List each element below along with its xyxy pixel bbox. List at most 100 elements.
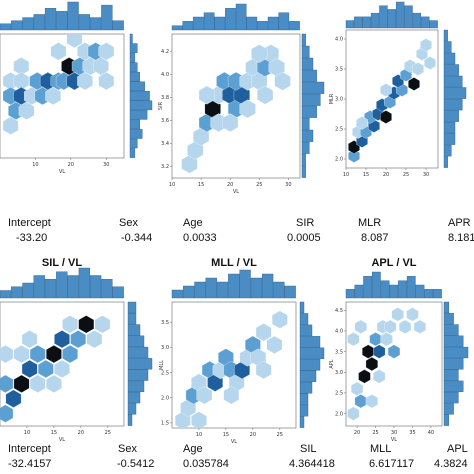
panel-sir-vl-top-left: 10 20 30 VL	[0, 1, 153, 175]
hexbin-cell	[98, 42, 115, 61]
right-histogram-bar	[129, 110, 148, 120]
top-histogram-bar	[182, 21, 194, 31]
right-histogram-bar	[301, 93, 321, 106]
hexbin-cell	[347, 332, 360, 347]
hexbin-cell	[255, 323, 272, 342]
right-histogram-bar	[127, 313, 137, 325]
top-histogram-bar	[421, 16, 430, 29]
right-histogram-bar	[301, 117, 310, 130]
y-axis-label: MLR	[329, 93, 335, 104]
coef-value: -32.4157	[8, 458, 51, 470]
y-tick-label: 3.0	[335, 370, 343, 376]
hexbin-cell	[45, 86, 61, 106]
hexbin-cell	[365, 356, 378, 372]
right-histogram-bar	[443, 144, 452, 157]
hexbin-cell	[257, 85, 274, 105]
plot-frame	[0, 33, 125, 159]
right-histogram-bar	[127, 414, 133, 426]
right-histogram-bar	[443, 369, 459, 381]
hexbin-cell	[387, 344, 401, 359]
hexbin-cell	[347, 406, 360, 421]
top-histogram-bar	[406, 276, 416, 299]
right-histogram-bar	[127, 335, 145, 347]
right-histogram-bar	[301, 81, 325, 94]
hexbin-cell	[255, 361, 272, 380]
right-histogram-bar	[443, 403, 454, 415]
x-tick-label: 25	[105, 430, 111, 436]
hexbin-cell	[18, 101, 35, 120]
top-histogram-bar	[387, 9, 396, 29]
right-histogram-bar	[299, 336, 321, 348]
coef-value: 8.181	[448, 232, 474, 244]
hexbin-cell	[2, 116, 19, 135]
right-histogram-bar	[301, 57, 314, 70]
hexbin-cell	[94, 315, 111, 334]
hexbin-cell	[93, 57, 109, 76]
top-histogram-bar	[267, 16, 279, 31]
y-tick-label: 2.0	[161, 395, 169, 401]
x-tick-label: 15	[363, 172, 369, 178]
panel-sir-vl-top-middle: 10 15 20 25 30 3.2 3.4 3.6 3.8 4.0 4.2 VL SIR	[158, 3, 325, 195]
top-histogram-bar	[289, 21, 300, 31]
panel-sil-vl: SIL / VL 10 15 20 25 VL	[0, 257, 153, 443]
right-histogram-bar	[127, 391, 141, 404]
right-histogram-bar	[301, 105, 317, 118]
hexbin-cell	[46, 345, 62, 364]
top-histogram-bar	[44, 8, 57, 31]
x-tick-label: 10	[343, 172, 349, 178]
coef-name: MLL	[370, 443, 391, 455]
y-tick-label: 3.5	[335, 67, 343, 73]
hexbin-cell	[46, 374, 62, 393]
hexbin-cell	[223, 386, 240, 405]
panel-title: MLL / VL	[211, 257, 257, 269]
right-histogram-bar	[129, 81, 145, 92]
top-histogram-bar	[257, 21, 268, 31]
y-tick-label: 3.5	[161, 320, 169, 326]
right-histogram-bar	[129, 119, 140, 130]
x-tick-label: 15	[198, 182, 204, 188]
x-tick-label: 30	[103, 162, 109, 168]
hexbin-cell	[54, 359, 70, 378]
top-histogram-bar	[22, 282, 34, 299]
x-tick-label: 10	[196, 432, 202, 438]
y-tick-label: 2.5	[335, 127, 343, 133]
right-histogram-bar	[443, 335, 464, 347]
x-tick-label: 25	[403, 172, 409, 178]
x-tick-label: 20	[383, 172, 389, 178]
right-histogram-bar	[443, 358, 464, 370]
hexbin-cell	[354, 394, 367, 409]
hexbin-cell	[356, 116, 368, 130]
top-histogram-bar	[433, 289, 442, 299]
coef-value: -33.20	[16, 232, 47, 244]
hexbin-cell	[13, 374, 30, 393]
top-histogram-bar	[112, 20, 124, 31]
x-tick-label: 30	[391, 430, 397, 436]
top-histogram-bar	[379, 5, 388, 29]
hexbin-layer	[0, 315, 111, 423]
hexbin-cell	[78, 315, 95, 334]
right-histogram-bar	[127, 346, 149, 359]
coef-name: Age	[183, 443, 203, 455]
x-axis-label: VL	[233, 189, 239, 195]
right-histogram-bar	[127, 380, 145, 392]
hexbin-layer	[174, 310, 288, 428]
y-tick-label: 3.2	[161, 164, 169, 170]
top-histogram-bar	[0, 290, 12, 299]
right-histogram-bar	[443, 156, 448, 168]
top-histogram-bar	[389, 284, 399, 299]
right-histogram-bar	[299, 404, 309, 417]
top-histogram-bar	[415, 284, 425, 299]
hexbin-cell	[70, 330, 86, 349]
hexbin-cell	[66, 34, 83, 48]
panel-mlr-vl-top-right: 10 15 20 25 30 2.0 2.5 3.0 3.5 4.0 MLR	[329, 1, 467, 178]
hexbin-cell	[180, 398, 196, 417]
top-histogram-bar	[395, 1, 405, 29]
right-histogram-bar	[127, 358, 153, 370]
top-histogram-bar	[101, 4, 113, 31]
hexbin-cell	[420, 38, 432, 52]
x-tick-label: 25	[372, 430, 378, 436]
right-histogram-bar	[127, 301, 137, 314]
right-histogram-bar	[129, 43, 138, 53]
right-histogram-bar	[299, 416, 305, 428]
